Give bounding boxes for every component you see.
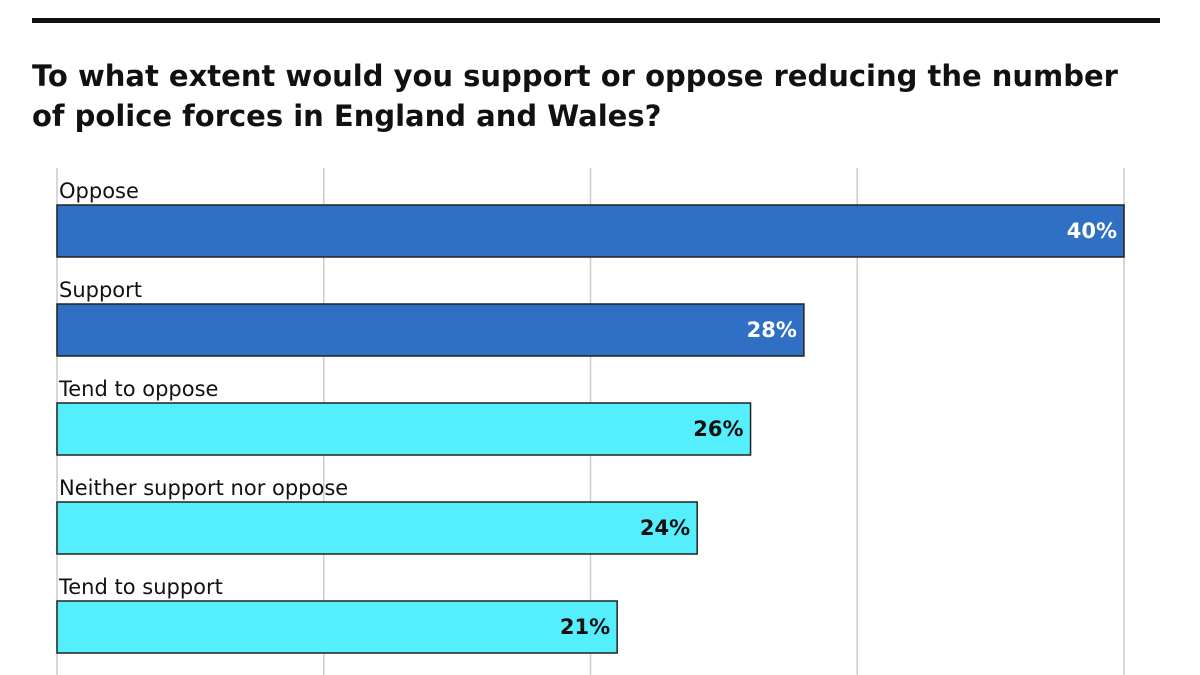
top-rule bbox=[32, 18, 1160, 23]
chart-title: To what extent would you support or oppo… bbox=[32, 59, 1118, 133]
category-label: Tend to support bbox=[58, 575, 223, 599]
value-label: 40% bbox=[1067, 219, 1117, 243]
value-label: 21% bbox=[560, 615, 610, 639]
value-label: 28% bbox=[747, 318, 797, 342]
value-label: 26% bbox=[693, 417, 743, 441]
bar bbox=[56, 402, 752, 456]
bar bbox=[56, 303, 805, 357]
category-label: Tend to oppose bbox=[58, 377, 218, 401]
category-label: Neither support nor oppose bbox=[59, 476, 348, 500]
bar bbox=[56, 600, 618, 654]
category-label: Oppose bbox=[59, 179, 139, 203]
category-label: Support bbox=[59, 278, 142, 302]
value-label: 24% bbox=[640, 516, 690, 540]
bar bbox=[56, 204, 1125, 258]
bar bbox=[56, 501, 698, 555]
